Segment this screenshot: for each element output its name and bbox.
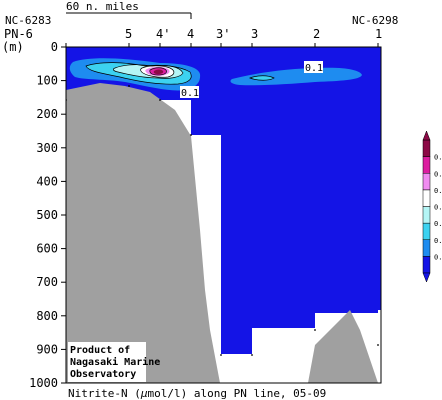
colorbar-tick-label: 0.3 <box>434 220 442 228</box>
station-labels: PN-6 5 4' 4 3' 3 2 1 <box>4 27 382 41</box>
contour-label-b: 0.1 <box>304 61 323 74</box>
colorbar-swatch <box>422 156 431 174</box>
y-tick-label: 200 <box>36 107 58 121</box>
y-axis-unit-label: (m) <box>2 40 24 54</box>
colorbar-swatch <box>422 206 431 224</box>
station-label-5: 5 <box>125 27 132 41</box>
y-tick-label: 800 <box>36 309 58 323</box>
data-region <box>66 47 381 354</box>
y-tick-label: 400 <box>36 174 58 188</box>
contour-lines <box>85 62 275 85</box>
colorbar: 0.1 0.2 0.3 0.4 0.5 0.6 0.7 <box>422 130 442 283</box>
y-tick-label: 300 <box>36 141 58 155</box>
colorbar-tick-label: 0.5 <box>434 187 442 195</box>
contour-level-7 <box>153 69 164 74</box>
colorbar-tick-label: 0.2 <box>434 237 442 245</box>
colorbar-swatch <box>422 173 431 191</box>
plot-frame <box>65 46 382 384</box>
credit-box: Product of Nagasaki Marine Observatory <box>68 342 160 382</box>
left-end-label: NC-6283 <box>5 14 51 27</box>
credit-line-2: Nagasaki Marine <box>70 356 160 368</box>
station-guides <box>65 43 379 47</box>
station-dots <box>66 85 379 356</box>
y-axis-ticks: 0 100 200 300 400 500 600 700 800 900 1000 <box>29 40 66 390</box>
contour-label-a: 0.1 <box>180 86 199 99</box>
station-label-2: 2 <box>313 27 320 41</box>
colorbar-tick-label: 0.7 <box>434 154 442 162</box>
scale-bar: 60 n. miles <box>66 0 192 19</box>
y-tick-label: 700 <box>36 275 58 289</box>
station-label-3prime: 3' <box>216 27 230 41</box>
contour-label-a-text: 0.1 <box>181 88 199 99</box>
colorbar-top-arrow <box>422 130 431 141</box>
station-label-pn6: PN-6 <box>4 27 33 41</box>
chart-title-pre: Nitrite-N ( <box>68 387 141 400</box>
colorbar-swatch <box>422 239 431 257</box>
chart-title: Nitrite-N (μmol/l) along PN line, 05-09 <box>68 387 326 400</box>
y-tick-label: 1000 <box>29 376 58 390</box>
y-tick-label: 500 <box>36 208 58 222</box>
chart-title-mu: μ <box>140 387 148 400</box>
credit-line-1: Product of <box>70 345 130 356</box>
plot-area <box>66 47 381 383</box>
y-tick-label: 600 <box>36 242 58 256</box>
y-tick-label: 900 <box>36 342 58 356</box>
seafloor-right <box>308 310 378 383</box>
contour-label-b-text: 0.1 <box>305 63 323 74</box>
credit-line-3: Observatory <box>70 369 136 380</box>
station-label-3: 3 <box>251 27 258 41</box>
scale-bar-label: 60 n. miles <box>66 0 139 13</box>
right-end-label: NC-6298 <box>352 14 398 27</box>
colorbar-tick-label: 0.6 <box>434 170 442 178</box>
station-label-4prime: 4' <box>156 27 170 41</box>
colorbar-swatch <box>422 222 431 240</box>
chart-title-post: mol/l) along PN line, 05-09 <box>147 387 326 400</box>
y-tick-label: 100 <box>36 74 58 88</box>
y-tick-label: 0 <box>51 40 58 54</box>
colorbar-bottom-arrow <box>422 272 431 283</box>
seafloor-left <box>66 83 220 383</box>
colorbar-tick-label: 0.4 <box>434 204 442 212</box>
colorbar-swatch <box>422 256 431 274</box>
colorbar-swatch <box>422 139 431 157</box>
colorbar-tick-label: 0.1 <box>434 253 442 261</box>
station-label-4: 4 <box>187 27 194 41</box>
station-label-1: 1 <box>375 27 382 41</box>
colorbar-swatch <box>422 189 431 207</box>
